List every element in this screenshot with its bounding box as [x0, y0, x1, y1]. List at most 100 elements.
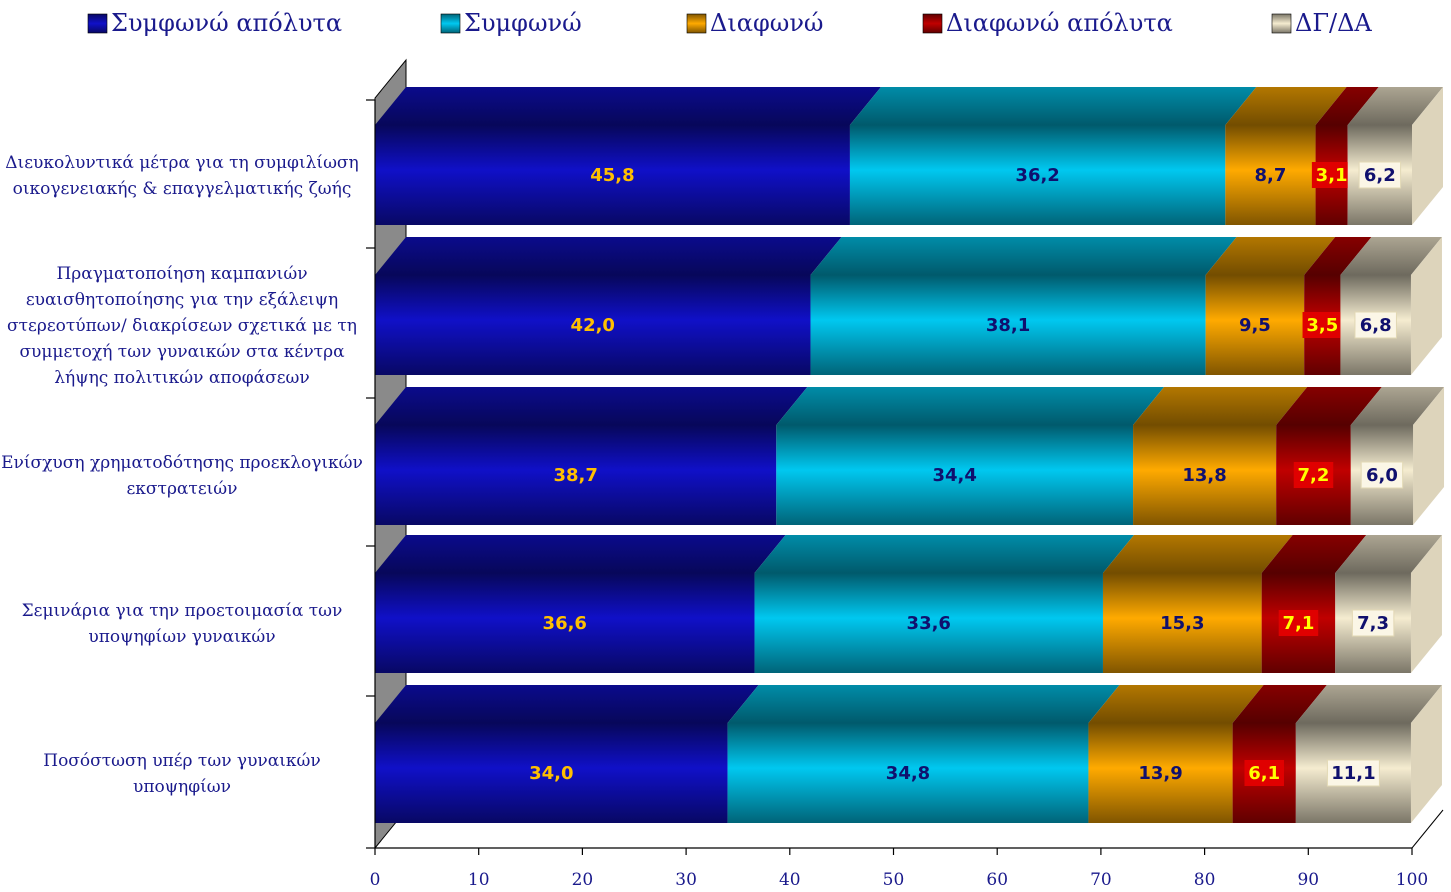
category-label: Ποσόστωση υπέρ των γυναικών υποψηφίων: [43, 751, 320, 797]
bar-end-face: [1410, 237, 1442, 375]
data-label: 6,8: [1360, 315, 1392, 336]
data-label: 34,0: [529, 763, 573, 784]
data-label-bg: [1354, 311, 1397, 339]
bar-end-face: [1413, 387, 1445, 525]
bar-row: 42,0 38,1 9,5 3,5 6,8: [375, 237, 1442, 375]
bar-top-face: [1232, 685, 1327, 723]
bar-segment: [1205, 275, 1305, 375]
bar-top-face: [776, 387, 1165, 425]
legend-label: Διαφωνώ: [710, 9, 823, 37]
bar-top-face: [375, 237, 842, 275]
legend-swatch: [440, 13, 461, 34]
category-label-line: υποψηφίων: [133, 777, 231, 797]
data-label: 11,1: [1331, 763, 1375, 784]
data-label-bg: [1302, 312, 1343, 338]
data-label: 45,8: [590, 165, 634, 186]
legend-swatch: [87, 13, 108, 34]
data-label: 7,1: [1283, 613, 1315, 634]
data-label: 6,1: [1248, 763, 1280, 784]
data-label-bg: [1278, 610, 1319, 636]
category-label-line: οικογενειακής & επαγγελματικής ζωής: [13, 179, 352, 199]
bar-row: 45,8 36,2 8,7 3,1 6,2: [375, 87, 1443, 225]
x-tick-label: 20: [572, 870, 594, 890]
x-tick-label: 60: [986, 870, 1008, 890]
category-labels: Διευκολυντικά μέτρα για τη συμφιλίωση οικ…: [1, 153, 363, 797]
data-label: 42,0: [571, 315, 615, 336]
x-tick-label: 100: [1396, 870, 1428, 890]
category-label-line: Ποσόστωση υπέρ των γυναικών: [43, 751, 320, 771]
floor-edge: [1411, 809, 1444, 849]
category-label-line: Σεμινάρια για την προετοιμασία των: [22, 601, 343, 621]
data-label: 34,8: [886, 763, 930, 784]
bar-segment: [375, 425, 777, 525]
bar-segment: [1133, 425, 1277, 525]
bar-segment: [849, 125, 1226, 225]
bar-segment: [375, 573, 755, 673]
category-label: Πραγματοποίηση καμπανιών ευαισθητοποίησης…: [7, 264, 357, 388]
legend-item: ΔΓ/ΔΑ: [1271, 9, 1372, 37]
bar-top-face: [1225, 87, 1347, 125]
data-label: 7,3: [1357, 613, 1389, 634]
bar-segment: [1225, 125, 1316, 225]
chart-legend: Συμφωνώ απόλυτα Συμφωνώ Διαφωνώ Διαφωνώ από…: [87, 9, 1372, 37]
data-label-bg: [1351, 609, 1395, 637]
data-label: 15,3: [1160, 613, 1204, 634]
bar-end-face: [1410, 535, 1442, 673]
bar-top-face: [754, 535, 1134, 573]
bar-end-face: [1410, 685, 1442, 823]
legend-label: Συμφωνώ απόλυτα: [111, 9, 342, 37]
data-label: 13,8: [1182, 465, 1226, 486]
bar-segment: [754, 573, 1103, 673]
legend-item: Διαφωνώ: [686, 9, 823, 37]
category-label-line: Πραγματοποίηση καμπανιών: [56, 264, 307, 284]
bar-top-face: [375, 87, 881, 125]
category-label-line: υποψηφίων γυναικών: [88, 627, 275, 647]
category-label: Ενίσχυση χρηματοδότησης προεκλογικών εκστ…: [1, 453, 363, 499]
bar-end-face: [1412, 87, 1443, 225]
data-label: 36,6: [543, 613, 587, 634]
data-label-bg: [1244, 760, 1284, 786]
data-label: 36,2: [1015, 165, 1059, 186]
category-label-line: Διευκολυντικά μέτρα για τη συμφιλίωση: [5, 153, 358, 173]
data-label: 38,1: [986, 315, 1030, 336]
legend-label: Συμφωνώ: [464, 9, 582, 37]
legend-item: Συμφωνώ: [440, 9, 582, 37]
x-tick-label: 50: [883, 870, 905, 890]
bar-top-face: [1205, 237, 1336, 275]
data-label: 34,4: [932, 465, 976, 486]
bar-top-face: [1295, 685, 1442, 723]
bar-top-face: [375, 387, 808, 425]
bar-top-face: [375, 685, 759, 723]
legend-item: Διαφωνώ απόλυτα: [922, 9, 1173, 37]
legend-label: ΔΓ/ΔΑ: [1295, 9, 1372, 37]
bar-top-face: [1276, 387, 1382, 425]
data-label: 38,7: [553, 465, 597, 486]
category-label-line: ευαισθητοποίησης για την εξάλειψη: [26, 290, 338, 310]
data-label: 33,6: [907, 613, 951, 634]
data-label-bg: [1358, 161, 1402, 189]
bar-row: 38,7 34,4 13,8 7,2 6,0: [375, 387, 1445, 525]
legend-item: Συμφωνώ απόλυτα: [87, 9, 342, 37]
bar-top-face: [1335, 535, 1442, 573]
x-tick-label: 10: [468, 870, 490, 890]
data-label: 7,2: [1298, 465, 1330, 486]
bar-segment: [776, 425, 1134, 525]
x-tick-label: 90: [1297, 870, 1319, 890]
bar-row: 34,0 34,8 13,9 6,1 11,1: [375, 685, 1442, 823]
bar-segment: [1088, 723, 1233, 823]
x-tick-label: 70: [1090, 870, 1112, 890]
bar-segment: [727, 723, 1089, 823]
category-label: Διευκολυντικά μέτρα για τη συμφιλίωση οικ…: [5, 153, 358, 199]
data-label: 6,0: [1366, 465, 1398, 486]
bar-top-face: [1102, 535, 1293, 573]
bar-top-face: [1340, 237, 1442, 275]
bar-top-face: [1347, 87, 1443, 125]
data-label: 8,7: [1255, 165, 1287, 186]
x-tick-label: 40: [779, 870, 801, 890]
legend-label: Διαφωνώ απόλυτα: [946, 9, 1173, 37]
x-tick-label: 30: [675, 870, 697, 890]
data-label: 3,1: [1316, 165, 1348, 186]
legend-swatch: [686, 13, 707, 34]
bar-top-face: [1315, 87, 1379, 125]
